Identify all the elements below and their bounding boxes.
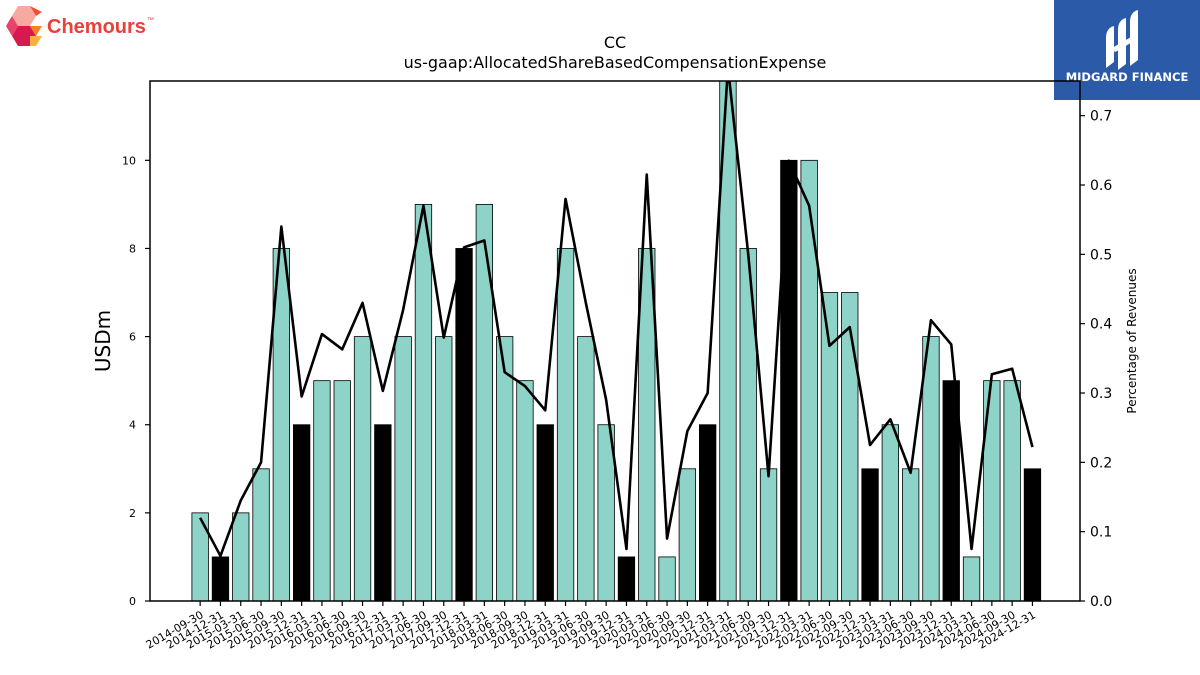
publisher-name: MIDGARD FINANCE: [1066, 70, 1189, 84]
y-axis-ticks: 0 2 4 6 8 10: [122, 154, 150, 608]
bar-2023-06-30: [902, 468, 920, 602]
bar-2018-12-31: [536, 424, 554, 602]
bar-2024-09-30: [1003, 380, 1021, 602]
bar-2018-03-31: [475, 203, 494, 602]
y-tick-label: 0: [129, 595, 136, 608]
y-tick-label: 4: [129, 419, 136, 432]
bar-2017-12-31: [455, 248, 473, 602]
line-series: [199, 81, 1034, 558]
bar-2015-12-31: [292, 424, 311, 602]
bar-2022-09-30: [841, 292, 859, 602]
y-tick-label: 8: [129, 242, 136, 255]
y2-tick-label: 0.5: [1090, 247, 1112, 263]
chemours-logo: Chemours ™: [6, 6, 154, 46]
bar-2021-12-31: [780, 159, 798, 602]
bar-2022-12-31: [861, 468, 879, 602]
chemours-logo-mark: [6, 6, 42, 46]
y2-tick-label: 0.7: [1090, 109, 1112, 125]
chart-subtitle: us-gaap:AllocatedShareBasedCompensationE…: [404, 53, 827, 72]
y2-axis-label: Percentage of Revenues: [1125, 268, 1139, 413]
y-tick-label: 10: [122, 154, 136, 167]
bar-2024-12-31: [1023, 468, 1042, 602]
bar-2016-12-31: [374, 424, 392, 602]
y2-tick-label: 0.6: [1090, 178, 1112, 194]
y2-tick-label: 0.2: [1090, 455, 1112, 471]
bar-2017-09-30: [435, 336, 453, 602]
bar-2019-12-31: [617, 556, 636, 602]
bar-2016-03-31: [313, 380, 331, 602]
bar-2015-06-30: [252, 468, 270, 602]
chart-title: CC: [604, 33, 626, 52]
bar-2020-12-31: [699, 424, 717, 602]
bar-2020-06-30: [658, 556, 676, 602]
y2-tick-label: 0.3: [1090, 386, 1112, 402]
bar-2017-03-31: [394, 336, 412, 602]
bar-2023-09-30: [922, 336, 940, 602]
midgard-finance-logo: MIDGARD FINANCE: [1054, 0, 1200, 100]
y-tick-label: 2: [129, 507, 136, 520]
y-tick-label: 6: [129, 331, 136, 344]
bar-2019-03-31: [556, 248, 575, 602]
bar-2021-06-30: [739, 248, 757, 602]
bar-2024-03-31: [962, 556, 981, 602]
bar-2020-09-30: [678, 468, 696, 602]
y2-tick-label: 0.4: [1090, 317, 1112, 333]
bar-2017-06-30: [414, 203, 433, 602]
company-trademark: ™: [147, 17, 154, 24]
y2-tick-label: 0.1: [1090, 525, 1112, 541]
y2-tick-label: 0.0: [1090, 594, 1112, 610]
bar-2023-03-31: [881, 424, 899, 602]
bar-2016-06-30: [333, 380, 351, 602]
percentage-of-revenues-line: [199, 81, 1034, 558]
bar-2015-03-31: [232, 512, 250, 602]
midgard-emblem-icon: [1106, 10, 1138, 70]
bar-2019-06-30: [577, 336, 595, 602]
x-axis-ticks: 2014-09-302014-12-312015-03-312015-06-30…: [144, 601, 1038, 652]
y2-axis-ticks: 0.0 0.1 0.2 0.3 0.4 0.5 0.6 0.7: [1080, 109, 1112, 610]
bar-2021-09-30: [759, 468, 778, 602]
bar-2018-09-30: [516, 380, 534, 602]
y-axis-label: USDm: [91, 310, 115, 372]
plot-frame: [149, 80, 1081, 602]
bar-2016-09-30: [353, 336, 372, 602]
bar-2022-03-31: [800, 159, 818, 602]
company-name: Chemours: [47, 16, 146, 38]
bar-2014-12-31: [211, 556, 230, 602]
